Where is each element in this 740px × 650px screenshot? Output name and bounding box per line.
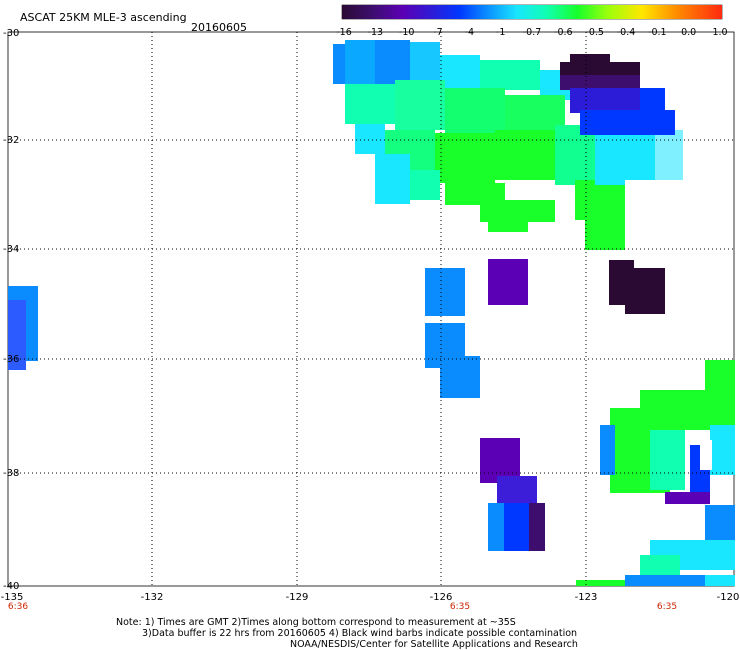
y-label: -30: [3, 28, 19, 39]
time-label: 6:35: [450, 602, 470, 612]
colorbar-tick-label: -16: [336, 27, 352, 38]
swath-center: [425, 259, 665, 551]
x-axis-labels: -135 -132 -129 -126 -123 -120: [1, 592, 740, 603]
y-label: -38: [3, 468, 19, 479]
y-label: -40: [3, 581, 19, 592]
colorbar-tick-label: -0.5: [585, 27, 604, 38]
x-label: -123: [575, 592, 598, 603]
x-label: -129: [286, 592, 309, 603]
swath-main-north: [333, 40, 683, 250]
y-label: -36: [3, 354, 19, 365]
colorbar-tick-label: -13: [368, 27, 384, 38]
time-label: 6:36: [8, 602, 28, 612]
map-date: 20160605: [191, 21, 247, 34]
swath-west-edge: [8, 286, 38, 370]
y-label: -34: [3, 244, 19, 255]
colorbar-tick-label: -0.4: [617, 27, 636, 38]
y-axis-labels: -30 -32 -34 -36 -38 -40: [3, 28, 19, 592]
colorbar-tick-label: -0.1: [648, 27, 667, 38]
colorbar-tick-label: -7: [433, 27, 442, 38]
colorbar-tick-label: -4: [465, 27, 474, 38]
colorbar-tick-label: -0.7: [523, 27, 542, 38]
x-label: -126: [430, 592, 453, 603]
time-labels: 6:36 6:35 6:35: [8, 602, 677, 612]
grid: [8, 32, 734, 586]
colorbar-tick-label: -1: [496, 27, 505, 38]
colorbar-tick-label: -10: [399, 27, 415, 38]
x-label: -135: [1, 592, 24, 603]
y-label: -32: [3, 135, 19, 146]
note-line-2: 3)Data buffer is 22 hrs from 20160605 4)…: [142, 628, 577, 639]
notes: Note: 1) Times are GMT 2)Times along bot…: [116, 617, 578, 650]
x-label: -132: [141, 592, 164, 603]
swath-southeast: [576, 360, 735, 586]
colorbar-tick-label: 0.0: [681, 27, 696, 38]
colorbar-tick-label: 1.0: [712, 27, 727, 38]
colorbar-fill: [342, 5, 722, 19]
time-label: 6:35: [657, 602, 677, 612]
note-line-3: NOAA/NESDIS/Center for Satellite Applica…: [290, 639, 578, 650]
map-title: ASCAT 25KM MLE-3 ascending: [20, 11, 187, 24]
colorbar: -16 -13 -10 -7 -4 -1 -0.7 -0.6 -0.5 -0.4 -0.1 0.0 1.…: [336, 4, 728, 38]
x-label: -120: [717, 592, 740, 603]
note-line-1: Note: 1) Times are GMT 2)Times along bot…: [116, 617, 516, 628]
colorbar-tick-label: -0.6: [554, 27, 573, 38]
